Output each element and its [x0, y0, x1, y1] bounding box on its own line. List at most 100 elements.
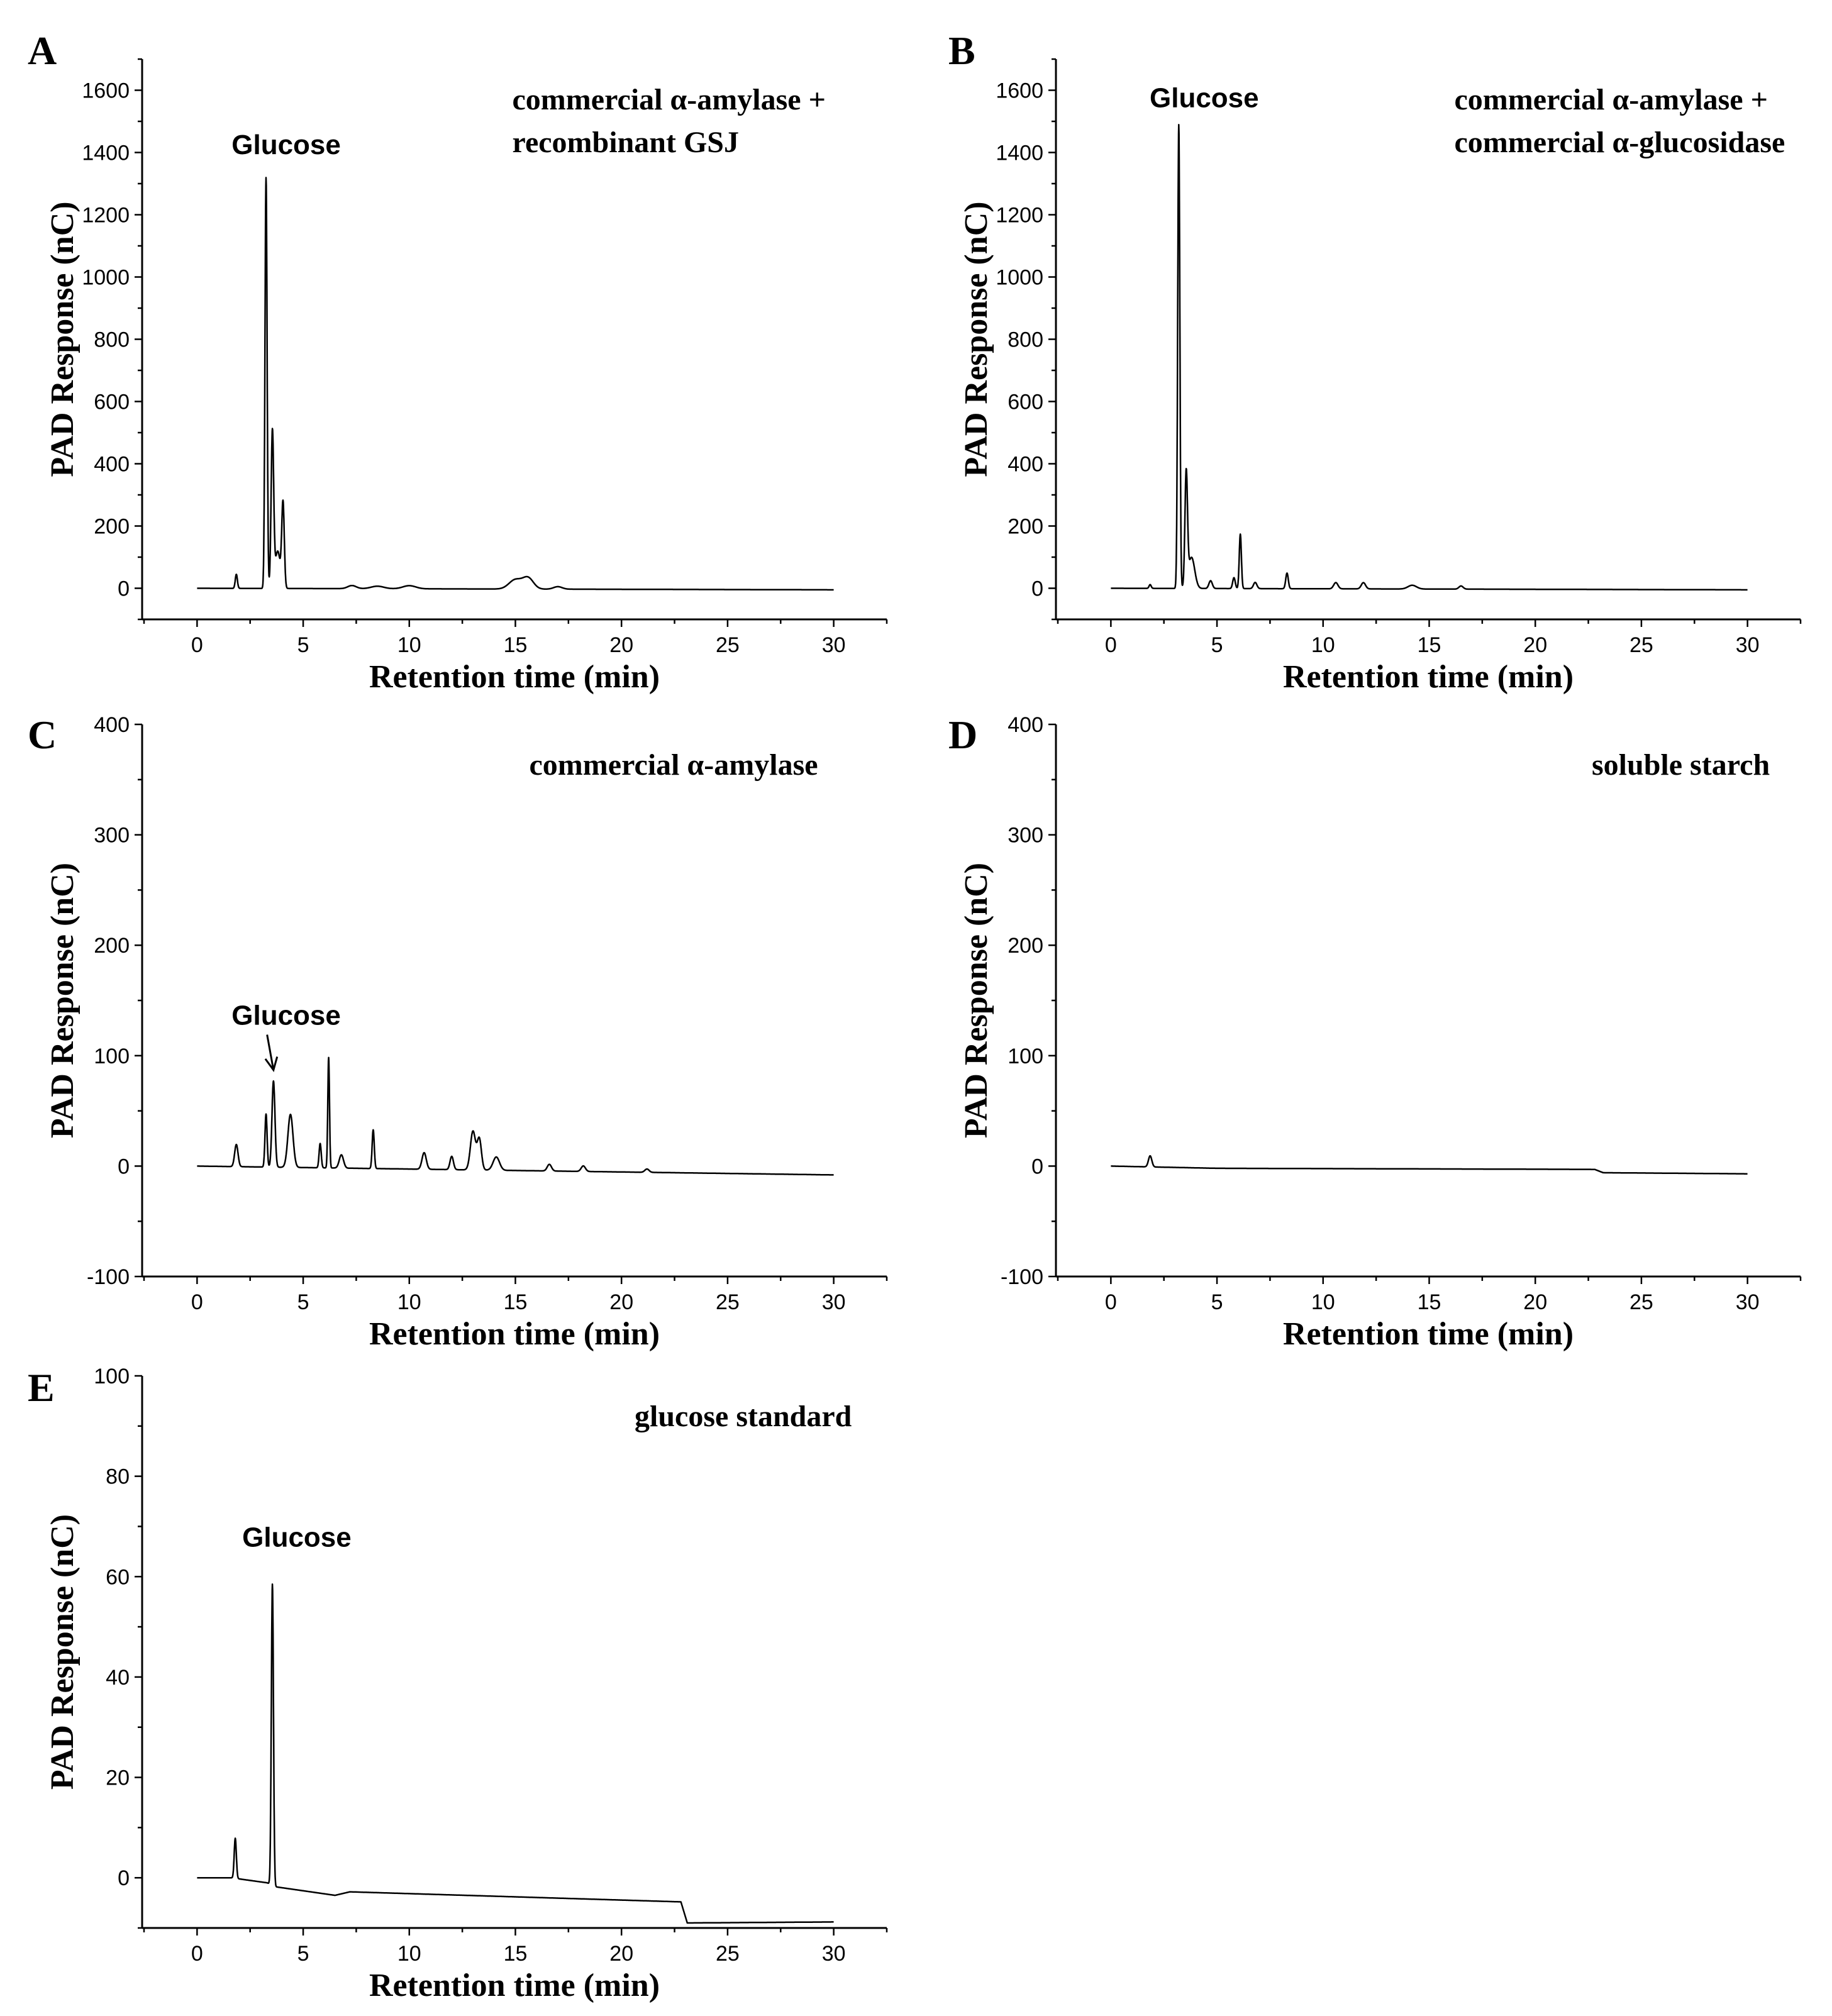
y-tick-label: 0	[118, 1155, 130, 1178]
y-tick-label: 200	[94, 515, 130, 539]
y-axis-title: PAD Response (nC)	[958, 863, 994, 1138]
x-tick-label: 0	[191, 1942, 203, 1966]
chromatogram-trace-d	[1110, 1155, 1748, 1175]
y-tick-label: 0	[118, 1866, 130, 1890]
x-tick-label: 10	[1311, 633, 1335, 657]
x-tick-label: 10	[397, 633, 421, 657]
x-tick-label: 30	[822, 1942, 846, 1966]
y-tick-label: -100	[87, 1265, 130, 1289]
x-tick-label: 10	[1311, 1290, 1335, 1314]
y-tick-label: 1200	[996, 204, 1043, 228]
glucose-peak-label: Glucose	[231, 1000, 341, 1031]
y-tick-label: 1000	[82, 266, 130, 290]
panel-annotation: commercial α-amylase +	[1455, 83, 1768, 116]
y-tick-label: 20	[106, 1766, 130, 1790]
y-tick-label: 1400	[82, 141, 130, 165]
panel-letter-e: E	[28, 1365, 55, 1410]
panel-letter-a: A	[28, 28, 57, 73]
x-tick-label: 25	[716, 633, 740, 657]
y-tick-label: 600	[1008, 390, 1043, 414]
y-tick-label: 1200	[82, 204, 130, 228]
x-tick-label: 15	[1418, 633, 1441, 657]
y-tick-label: 40	[106, 1666, 130, 1690]
panel-annotation: glucose standard	[635, 1400, 852, 1433]
y-tick-label: -100	[1001, 1265, 1043, 1289]
panel-annotation: commercial α-amylase	[530, 748, 818, 782]
x-axis-title: Retention time (min)	[1283, 659, 1574, 695]
x-tick-label: 0	[191, 1290, 203, 1314]
x-axis-title: Retention time (min)	[369, 659, 660, 695]
arrow-shaft	[266, 1034, 275, 1070]
x-tick-label: 20	[1523, 633, 1547, 657]
chart-panel-e: E 0 20 40 60 80 100 0 5 10 15 20 25 30 Retention time …	[28, 1365, 888, 2003]
x-axis-title: Retention time (min)	[369, 1316, 660, 1352]
y-tick-label: 1600	[996, 79, 1043, 103]
chart-panel-c: C -100 0 100 200 300 400 0 5 10 15 20 25 30 Retention …	[28, 712, 888, 1352]
x-tick-label: 30	[1736, 1290, 1760, 1314]
y-tick-label: 400	[1008, 453, 1043, 477]
glucose-peak-label: Glucose	[242, 1522, 352, 1553]
x-tick-label: 5	[1211, 633, 1223, 657]
y-tick-label: 200	[1008, 934, 1043, 958]
chart-panel-a: A 0 200 400 600 800 1000 1200 1400 1600 0 5 10 15 20 25…	[28, 28, 888, 695]
y-tick-label: 400	[94, 713, 130, 737]
x-tick-label: 20	[609, 1942, 633, 1966]
x-tick-label: 30	[1736, 633, 1760, 657]
y-tick-label: 0	[1031, 577, 1043, 601]
x-tick-label: 0	[1105, 1290, 1117, 1314]
x-tick-label: 15	[504, 1290, 528, 1314]
x-tick-label: 5	[1211, 1290, 1223, 1314]
panel-annotation: commercial α-amylase +	[513, 83, 826, 116]
panel-annotation: recombinant GSJ	[513, 126, 739, 159]
x-tick-label: 15	[504, 1942, 528, 1966]
x-axis-title: Retention time (min)	[369, 1968, 660, 2003]
x-tick-label: 30	[822, 1290, 846, 1314]
chromatogram-trace-e	[196, 1583, 835, 1924]
panel-annotation: soluble starch	[1592, 748, 1770, 782]
x-tick-label: 0	[1105, 633, 1117, 657]
y-tick-label: 100	[1008, 1044, 1043, 1068]
y-tick-label: 1600	[82, 79, 130, 103]
x-tick-label: 25	[716, 1290, 740, 1314]
y-tick-label: 800	[1008, 328, 1043, 352]
y-tick-label: 60	[106, 1565, 130, 1589]
y-tick-label: 1000	[996, 266, 1043, 290]
glucose-peak-label: Glucose	[1150, 83, 1259, 114]
panel-letter-d: D	[948, 712, 977, 757]
x-tick-label: 15	[1418, 1290, 1441, 1314]
x-tick-label: 0	[191, 633, 203, 657]
x-tick-label: 20	[609, 1290, 633, 1314]
chromatogram-trace-c	[196, 1056, 835, 1176]
y-tick-label: 0	[1031, 1155, 1043, 1178]
panel-annotation: commercial α-glucosidase	[1455, 126, 1785, 159]
x-tick-label: 15	[504, 633, 528, 657]
x-tick-label: 25	[1629, 633, 1653, 657]
glucose-peak-label: Glucose	[231, 130, 341, 160]
x-tick-label: 5	[297, 1290, 309, 1314]
y-axis-title: PAD Response (nC)	[45, 863, 80, 1138]
y-tick-label: 300	[1008, 824, 1043, 848]
x-tick-label: 10	[397, 1942, 421, 1966]
chart-panel-d: D -100 0 100 200 300 400 0 5 10 15 20 25 30 Retention …	[948, 712, 1802, 1352]
arrow-head-icon	[264, 1056, 279, 1073]
y-tick-label: 100	[94, 1365, 130, 1388]
panel-letter-b: B	[948, 28, 975, 73]
x-tick-label: 20	[1523, 1290, 1547, 1314]
y-tick-label: 300	[94, 824, 130, 848]
y-axis-title: PAD Response (nC)	[45, 1514, 80, 1790]
x-tick-label: 30	[822, 633, 846, 657]
x-tick-label: 20	[609, 633, 633, 657]
y-tick-label: 200	[1008, 515, 1043, 539]
y-tick-label: 600	[94, 390, 130, 414]
x-tick-label: 10	[397, 1290, 421, 1314]
chromatogram-trace-a	[196, 177, 835, 591]
x-tick-label: 5	[297, 1942, 309, 1966]
y-tick-label: 800	[94, 328, 130, 352]
chromatogram-trace-b	[1110, 123, 1748, 591]
x-tick-label: 25	[1629, 1290, 1653, 1314]
y-axis-title: PAD Response (nC)	[958, 201, 994, 477]
panel-letter-c: C	[28, 712, 57, 757]
y-tick-label: 200	[94, 934, 130, 958]
